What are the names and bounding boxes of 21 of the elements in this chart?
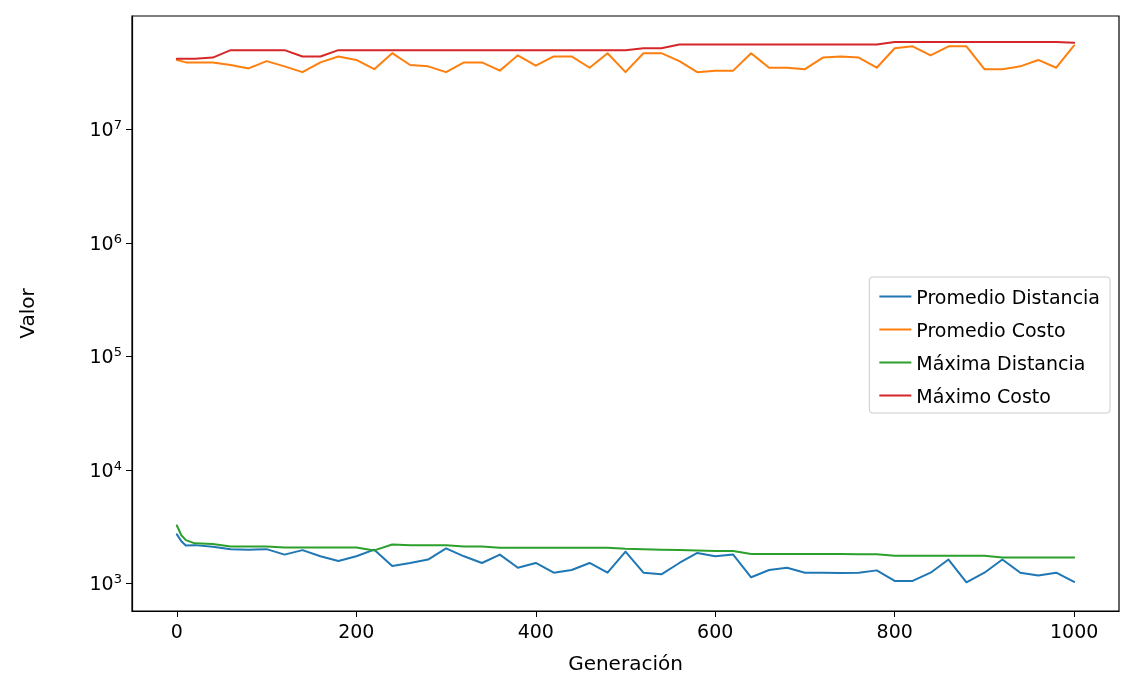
line-series	[175, 524, 1076, 559]
line-series	[175, 44, 1076, 74]
line-series	[175, 533, 1076, 584]
x-tick-label: 200	[338, 619, 375, 642]
legend-label: Máxima Distancia	[916, 351, 1086, 374]
y-tick-label: 10$^{5}$	[89, 343, 122, 368]
x-tick-label: 0	[170, 619, 183, 642]
x-tick-label: 1000	[1049, 619, 1099, 642]
legend-label: Promedio Distancia	[916, 285, 1100, 308]
x-tick-label: 600	[697, 619, 734, 642]
x-axis-title: Generación	[568, 651, 683, 675]
x-tick-label: 800	[876, 619, 913, 642]
legend-label: Máximo Costo	[916, 384, 1051, 407]
y-tick-label: 10$^{7}$	[89, 116, 122, 141]
y-axis-title: Valor	[15, 287, 39, 339]
y-tick-label: 10$^{4}$	[89, 457, 122, 481]
line-series	[175, 41, 1076, 60]
y-tick-label: 10$^{6}$	[89, 230, 122, 254]
legend-label: Promedio Costo	[916, 318, 1066, 341]
y-tick-label: 10$^{3}$	[89, 570, 122, 595]
x-tick-label: 400	[517, 619, 554, 642]
